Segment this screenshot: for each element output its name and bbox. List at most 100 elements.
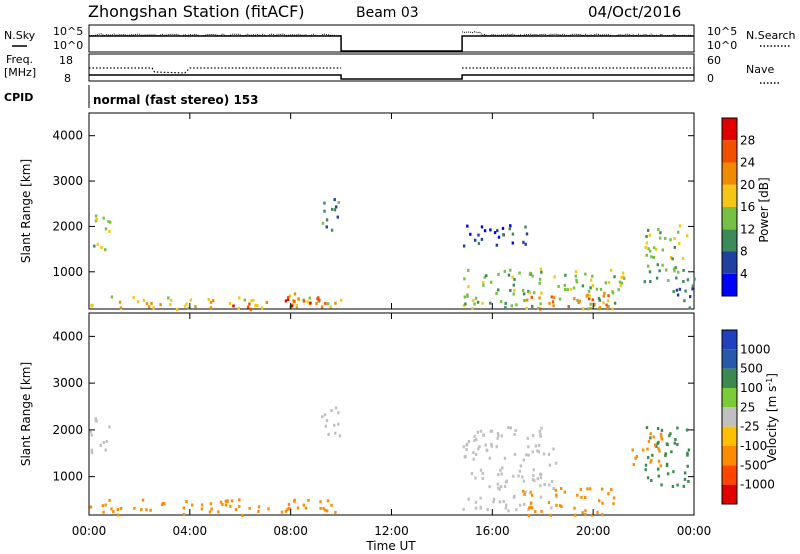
power-echo-cell: [539, 307, 542, 311]
power-echo-cell: [334, 301, 337, 305]
power-echo-cell: [567, 305, 570, 309]
velocity-echo-cell: [657, 474, 660, 478]
power-echo-cell: [655, 247, 658, 251]
velocity-echo-cell: [488, 485, 491, 489]
velocity-echo-cell: [540, 426, 543, 430]
time-axis-ticks: 00:00 04:00 08:00 12:00 16:00 20:00 00:00: [72, 524, 712, 538]
velocity-echo-cell: [296, 506, 300, 510]
power-echo-cell: [109, 220, 112, 224]
velocity-echoes: [89, 406, 691, 517]
velocity-ytick-label: 3000: [52, 376, 83, 390]
velocity-echo-cell: [669, 432, 672, 436]
power-echo-cell: [237, 306, 240, 310]
velocity-echo-cell: [498, 487, 501, 491]
velocity-echo-cell: [280, 510, 284, 514]
power-echo-cell: [284, 299, 288, 303]
power-echo-cell: [669, 256, 673, 259]
power-echo-cell: [599, 287, 603, 291]
velocity-echo-cell: [547, 501, 551, 505]
power-echo-cell: [606, 307, 609, 311]
velocity-echo-cell: [539, 476, 543, 480]
power-echo-cell: [252, 298, 255, 302]
power-echo-cell: [293, 292, 297, 296]
nsearch-tick-top: 10^5: [707, 25, 737, 38]
velocity-echo-cell: [580, 495, 583, 499]
velocity-echo-cell: [319, 506, 322, 510]
power-echo-cell: [482, 283, 485, 287]
power-echo-cell: [613, 275, 616, 279]
power-echo-cell: [576, 298, 579, 302]
velocity-echo-cell: [534, 510, 537, 514]
velocity-echo-cell: [322, 506, 325, 510]
time-axis-label: Time UT: [365, 539, 416, 553]
power-echo-cell: [185, 302, 188, 306]
power-echo-cell: [607, 294, 610, 298]
velocity-echo-cell: [660, 483, 663, 487]
power-echo-cell: [511, 275, 514, 279]
power-echo-cell: [104, 227, 108, 231]
power-echo-cell: [686, 234, 689, 238]
velocity-echo-cell: [529, 490, 532, 494]
velocity-echo-cell: [683, 471, 687, 475]
date-label: 04/Oct/2016: [588, 3, 681, 21]
velocity-echo-cell: [631, 448, 634, 452]
velocity-echo-cell: [248, 506, 251, 510]
velocity-colorbar-swatch: [722, 484, 737, 504]
velocity-echo-cell: [652, 435, 655, 439]
power-echo-cell: [504, 301, 507, 305]
velocity-echo-cell: [490, 442, 493, 446]
velocity-echo-cell: [659, 464, 662, 468]
velocity-echo-cell: [89, 505, 93, 509]
nave-tick-bottom: 0: [707, 72, 714, 85]
power-echo-cell: [295, 303, 298, 307]
velocity-echo-cell: [217, 510, 220, 514]
power-echo-cell: [249, 307, 252, 311]
power-echo-cell: [558, 297, 562, 301]
power-panel-frame: [88, 112, 695, 310]
power-echo-cell: [521, 288, 525, 292]
velocity-echo-cell: [634, 456, 637, 460]
velocity-echo-cell: [90, 433, 94, 437]
power-echo-cell: [693, 277, 696, 281]
power-echo-cell: [590, 278, 593, 282]
power-echo-cell: [548, 301, 551, 305]
velocity-echo-cell: [105, 440, 108, 443]
velocity-echo-cell: [584, 513, 587, 516]
power-echo-cell: [689, 295, 692, 299]
power-echo-cell: [552, 296, 556, 300]
velocity-echo-cell: [467, 497, 470, 501]
power-axes: 1000 2000 3000 4000: [52, 113, 695, 309]
power-echo-cell: [248, 302, 251, 306]
velocity-echo-cell: [307, 498, 310, 502]
freq-unit-label: [MHz]: [4, 66, 36, 79]
velocity-echo-cell: [531, 434, 535, 438]
velocity-echo-cell: [555, 493, 558, 497]
nave-label: Nave: [746, 63, 774, 76]
velocity-echo-cell: [531, 478, 535, 482]
power-echo-cell: [93, 244, 96, 248]
power-echo-cell: [515, 303, 518, 307]
velocity-echo-cell: [90, 451, 94, 455]
power-echo-cell: [602, 294, 605, 298]
power-ylabel: Slant Range [km]: [19, 159, 33, 263]
velocity-echo-cell: [507, 509, 510, 513]
velocity-echo-cell: [650, 479, 653, 482]
power-echo-cell: [286, 297, 290, 301]
velocity-echo-cell: [324, 424, 327, 428]
power-echo-cell: [477, 233, 480, 237]
velocity-echo-cell: [530, 493, 534, 497]
velocity-echo-cell: [238, 505, 241, 508]
velocity-echo-cell: [531, 450, 534, 454]
power-echo-cell: [474, 238, 477, 242]
power-echo-cell: [480, 225, 484, 229]
velocity-colorbar-tick: 25: [740, 400, 755, 414]
power-echo-cell: [525, 232, 529, 236]
power-echo-cell: [603, 291, 606, 295]
power-colorbar: 4 8 12 16 20 24 28: [721, 117, 755, 297]
power-echo-cell: [509, 268, 512, 272]
power-echo-cell: [467, 268, 470, 272]
velocity-echo-cell: [601, 487, 604, 491]
power-echo-cell: [602, 301, 605, 305]
power-echo-cell: [119, 306, 123, 310]
power-echo-cell: [673, 245, 676, 249]
